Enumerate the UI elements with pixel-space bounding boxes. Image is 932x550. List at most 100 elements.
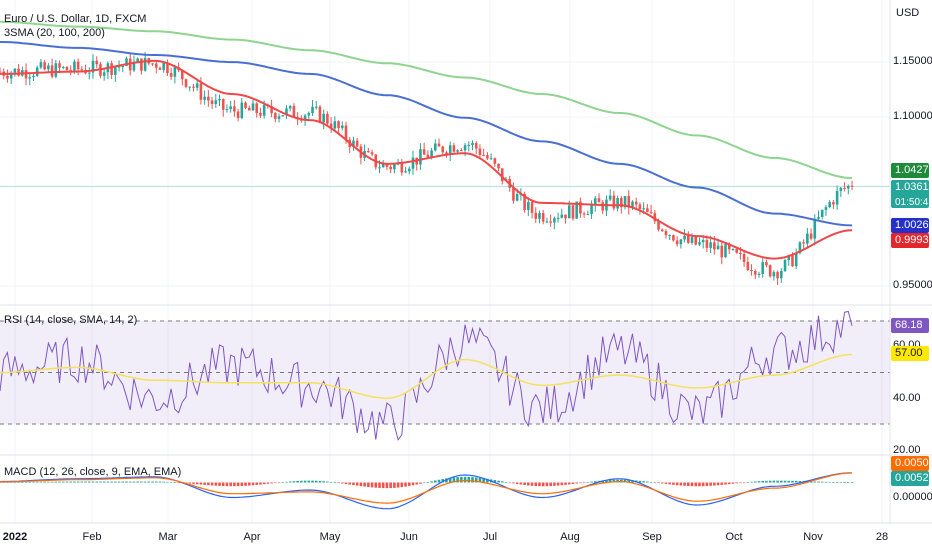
macd-histogram-bar <box>664 482 668 484</box>
candle-up <box>28 77 32 79</box>
candle-up <box>515 193 519 201</box>
candle-up <box>794 253 798 267</box>
sma200-value-tag: 1.04273 <box>891 163 932 178</box>
candle-up <box>698 242 701 245</box>
macd-histogram-bar <box>575 482 578 484</box>
candle-up <box>623 196 627 208</box>
macd-histogram-bar <box>352 482 355 486</box>
macd-histogram-bar <box>471 477 474 483</box>
macd-histogram-bar <box>229 482 232 487</box>
rsi-indicator-label[interactable]: RSI (14, close, SMA, 14, 2) <box>4 314 138 326</box>
candle-down <box>735 248 738 253</box>
macd-histogram-bar <box>430 481 433 483</box>
candle-up <box>136 58 139 62</box>
macd-histogram-bar <box>259 482 262 485</box>
candle-up <box>13 68 17 73</box>
x-label-may: May <box>319 531 341 543</box>
macd-histogram-bar <box>460 476 463 483</box>
candle-down <box>355 140 359 147</box>
candle-up <box>393 164 396 170</box>
price-pane[interactable] <box>0 20 890 285</box>
candle-up <box>314 106 318 108</box>
candle-up <box>835 191 839 205</box>
candle-down <box>474 142 478 149</box>
candle-up <box>683 235 686 240</box>
series-sma20-line <box>0 59 853 260</box>
candle-up <box>824 207 828 210</box>
candle-up <box>553 218 556 223</box>
candle-up <box>724 244 727 258</box>
candle-down <box>329 123 333 129</box>
macd-histogram-bar <box>456 477 459 483</box>
macd-histogram-bar <box>35 481 39 483</box>
candle-up <box>608 195 612 200</box>
candle-up <box>780 270 783 279</box>
candle-down <box>500 168 504 182</box>
macd-histogram-bar <box>556 482 560 486</box>
rsi-sma-value-tag: 57.00 <box>891 346 929 361</box>
macd-histogram-bar <box>508 482 512 484</box>
candle-down <box>664 231 668 236</box>
candle-up <box>303 115 307 121</box>
macd-histogram-bar <box>649 482 653 483</box>
macd-pane[interactable] <box>0 472 854 510</box>
macd-histogram-bar <box>47 481 50 483</box>
currency-label: USD <box>896 7 920 19</box>
candle-down <box>512 187 515 201</box>
candle-up <box>783 260 787 271</box>
macd-histogram-bar <box>281 482 285 483</box>
macd-histogram-bar <box>162 481 165 483</box>
macd-histogram-bar <box>690 482 694 487</box>
candle-up <box>828 202 831 208</box>
macd-indicator-label[interactable]: MACD (12, 26, close, 9, EMA, EMA) <box>4 466 182 478</box>
candle-down <box>210 100 214 104</box>
macd-histogram-bar <box>694 482 698 487</box>
candle-down <box>274 113 277 119</box>
candle-down <box>776 272 779 279</box>
candle-up <box>527 202 530 210</box>
candle-down <box>199 83 203 100</box>
macd-histogram-bar <box>727 482 731 485</box>
macd-histogram-bar <box>746 482 750 483</box>
macd-histogram-bar <box>527 482 530 486</box>
x-label-nov: Nov <box>803 531 823 543</box>
price-tick-3: 0.95000 <box>893 279 932 291</box>
candle-up <box>430 150 433 158</box>
macd-histogram-bar <box>43 481 46 483</box>
candle-down <box>564 214 567 219</box>
rsi-pane[interactable] <box>0 310 890 441</box>
candle-down <box>233 106 236 112</box>
macd-histogram-bar <box>445 478 448 483</box>
macd-histogram-bar <box>564 482 567 485</box>
macd-histogram-bar <box>404 482 407 487</box>
macd-histogram-bar <box>419 482 422 484</box>
macd-histogram-bar <box>69 481 72 483</box>
macd-histogram-bar <box>713 482 716 486</box>
candle-up <box>575 201 578 219</box>
macd-histogram-bar <box>247 482 251 486</box>
macd-histogram-bar <box>136 481 139 483</box>
macd-histogram-bar <box>809 481 813 483</box>
candle-up <box>642 208 645 210</box>
macd-histogram-bar <box>791 480 794 483</box>
indicator-label-3sma[interactable]: 3SMA (20, 100, 200) <box>4 27 105 39</box>
macd-histogram-bar <box>820 481 824 483</box>
macd-histogram-bar <box>50 481 54 483</box>
macd-histogram-bar <box>285 481 288 483</box>
candle-down <box>367 151 370 153</box>
candle-down <box>601 202 605 211</box>
candle-down <box>452 145 456 152</box>
macd-histogram-bar <box>742 482 746 484</box>
macd-histogram-bar <box>84 481 87 483</box>
macd-histogram-bar <box>236 482 240 487</box>
candle-down <box>236 111 240 119</box>
macd-histogram-bar <box>140 481 143 483</box>
x-label-oct: Oct <box>725 531 743 543</box>
macd-histogram-bar <box>255 482 259 485</box>
symbol-title[interactable]: Euro / U.S. Dollar, 1D, FXCM <box>4 13 147 25</box>
candle-down <box>579 201 582 214</box>
candle-up <box>586 214 590 216</box>
candle-down <box>389 166 392 170</box>
macd-histogram-bar <box>80 481 84 483</box>
